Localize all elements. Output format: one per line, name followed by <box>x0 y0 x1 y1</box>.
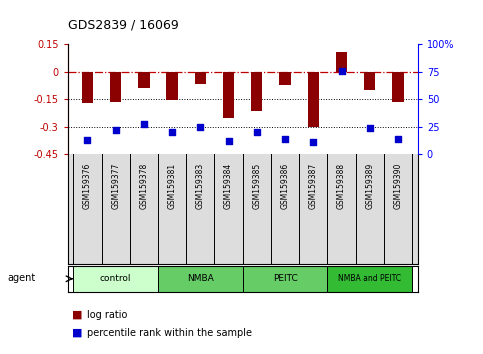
Text: GSM159384: GSM159384 <box>224 163 233 209</box>
Text: NMBA: NMBA <box>187 274 213 283</box>
Text: GDS2839 / 16069: GDS2839 / 16069 <box>68 19 178 32</box>
Text: GSM159383: GSM159383 <box>196 163 205 209</box>
Bar <box>110 72 121 102</box>
Bar <box>73 266 158 292</box>
Text: GSM159377: GSM159377 <box>111 163 120 209</box>
Text: GSM159388: GSM159388 <box>337 163 346 209</box>
Text: GSM159386: GSM159386 <box>281 163 290 209</box>
Point <box>338 68 345 73</box>
Bar <box>243 266 327 292</box>
Point <box>168 129 176 135</box>
Point <box>281 136 289 142</box>
Text: GSM159387: GSM159387 <box>309 163 318 209</box>
Point <box>197 124 204 130</box>
Text: GSM159376: GSM159376 <box>83 163 92 209</box>
Bar <box>392 72 404 102</box>
Bar <box>82 72 93 103</box>
Bar <box>327 266 412 292</box>
Point <box>112 127 119 133</box>
Text: ■: ■ <box>72 328 83 338</box>
Text: GSM159381: GSM159381 <box>168 163 177 209</box>
Text: agent: agent <box>7 273 35 283</box>
Text: PEITC: PEITC <box>273 274 298 283</box>
Text: GSM159389: GSM159389 <box>365 163 374 209</box>
Bar <box>280 72 291 85</box>
Text: GSM159385: GSM159385 <box>252 163 261 209</box>
Point <box>84 137 91 143</box>
Bar <box>251 72 262 111</box>
Point <box>225 138 232 144</box>
Point <box>310 139 317 145</box>
Text: NMBA and PEITC: NMBA and PEITC <box>338 274 401 283</box>
Bar <box>195 72 206 84</box>
Bar <box>308 72 319 127</box>
Point <box>253 129 261 135</box>
Point <box>394 136 402 142</box>
Point <box>366 125 374 131</box>
Bar <box>336 52 347 72</box>
Bar <box>158 266 243 292</box>
Bar <box>138 72 150 88</box>
Text: GSM159390: GSM159390 <box>394 163 402 209</box>
Text: GSM159378: GSM159378 <box>140 163 148 209</box>
Bar <box>364 72 375 90</box>
Text: log ratio: log ratio <box>87 310 128 320</box>
Bar <box>223 72 234 118</box>
Text: ■: ■ <box>72 310 83 320</box>
Point <box>140 121 148 127</box>
Text: percentile rank within the sample: percentile rank within the sample <box>87 328 252 338</box>
Text: control: control <box>100 274 131 283</box>
Bar <box>167 72 178 100</box>
